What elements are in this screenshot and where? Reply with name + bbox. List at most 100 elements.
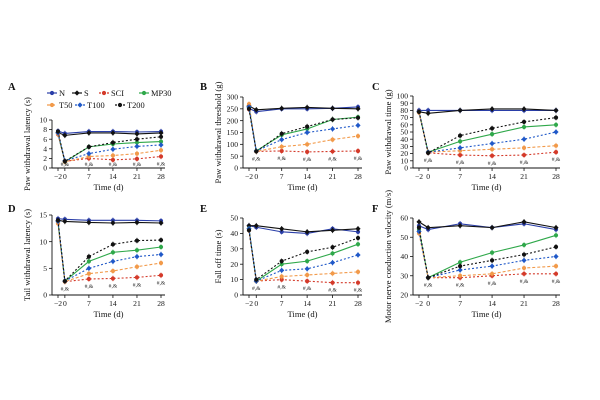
y-tick-label: 2 [43, 154, 47, 163]
significance-marker: #,& [133, 282, 142, 288]
data-point [304, 129, 310, 136]
data-point [355, 252, 361, 258]
data-point [305, 279, 310, 284]
series-line [57, 218, 162, 222]
data-point [521, 257, 527, 263]
legend-entry-t50: T50 [47, 101, 73, 110]
data-point [305, 149, 310, 155]
data-point [425, 110, 431, 116]
significance-marker: #,& [157, 280, 166, 286]
series-mp30 [416, 226, 559, 281]
data-point [134, 264, 140, 269]
data-point [329, 227, 336, 233]
significance-marker: #,& [277, 156, 286, 162]
data-point [553, 264, 559, 269]
data-point [330, 251, 335, 256]
significance-marker: #,& [456, 160, 465, 166]
series-s [55, 217, 164, 226]
legend-label: MP30 [151, 89, 171, 98]
x-tick-label: 0 [63, 172, 67, 181]
series-t200 [55, 128, 164, 165]
series-line [57, 223, 162, 283]
legend-entry-mp30: MP30 [139, 89, 171, 98]
series-s [246, 222, 361, 235]
data-point [134, 219, 140, 226]
data-point [279, 262, 284, 267]
y-tick-label: 20 [230, 260, 238, 269]
x-axis-label: Time (d) [93, 309, 123, 319]
data-point [425, 225, 431, 231]
series-t50 [246, 101, 361, 155]
series-t200 [246, 227, 361, 283]
significance-marker: #,& [552, 279, 561, 285]
data-point [86, 144, 91, 149]
data-point [355, 106, 361, 112]
data-point [134, 140, 140, 145]
data-point [86, 271, 91, 276]
x-tick-label: 0 [254, 299, 258, 308]
panel-label: F [372, 204, 378, 215]
significance-marker: #,& [61, 162, 70, 168]
y-axis-label: Paw withdrawal latency (s) [22, 97, 32, 191]
data-point [246, 102, 252, 107]
data-point [134, 156, 140, 161]
data-point [246, 106, 252, 111]
data-point [134, 248, 140, 253]
data-point [305, 124, 310, 129]
data-point [305, 259, 310, 264]
x-tick-label: 21 [329, 299, 337, 308]
data-point [279, 267, 285, 273]
y-tick-label: 100 [397, 92, 409, 101]
data-point [457, 267, 463, 273]
series-line [248, 109, 359, 153]
significance-marker: #,& [520, 279, 529, 285]
data-point [279, 274, 284, 279]
y-tick-label: 20 [400, 291, 408, 300]
series-line [418, 111, 557, 153]
series-t200 [246, 106, 361, 155]
data-point [110, 250, 116, 255]
data-point [426, 275, 431, 280]
data-point [521, 242, 527, 248]
data-point [521, 136, 527, 142]
data-point [521, 152, 527, 158]
data-point [489, 225, 495, 231]
series-t50 [416, 230, 559, 281]
data-point [489, 140, 495, 147]
y-tick-label: 5 [43, 264, 47, 273]
data-point [521, 271, 527, 276]
data-point [458, 139, 463, 144]
y-tick-label: 50 [400, 233, 408, 242]
y-tick-label: 40 [400, 135, 408, 144]
data-point [489, 153, 495, 158]
data-point [158, 134, 164, 139]
x-tick-label: 28 [354, 299, 362, 308]
data-point [330, 117, 335, 122]
data-point [110, 153, 116, 158]
x-tick-label: 7 [87, 172, 91, 181]
data-point [86, 259, 91, 264]
x-axis-label: Time (d) [471, 309, 501, 319]
data-point [330, 280, 335, 285]
series-line [57, 220, 162, 283]
series-line [418, 111, 557, 154]
significance-marker: #,& [520, 160, 529, 166]
panel-f: F 20 30 40 50 60 −2 0 7 14 21 28 Time (d) Motor nerve… [372, 190, 561, 323]
significance-marker: #,& [488, 281, 497, 287]
x-tick-label: 14 [303, 172, 311, 181]
data-point [253, 223, 259, 229]
significance-marker: #,& [552, 157, 561, 163]
legend-entry-s: S [72, 89, 89, 98]
x-tick-label: 21 [520, 172, 528, 181]
significance-marker: #,& [85, 284, 94, 290]
data-point [553, 150, 559, 155]
x-tick-label: 7 [458, 299, 462, 308]
y-tick-label: 50 [230, 152, 238, 161]
y-tick-label: 100 [227, 140, 239, 149]
x-tick-label: 14 [109, 299, 117, 308]
data-point [553, 122, 559, 127]
data-point [62, 218, 68, 224]
x-tick-label: −2 [415, 172, 423, 181]
x-axis-label: Time (d) [471, 182, 501, 192]
significance-marker: #,& [109, 283, 118, 289]
